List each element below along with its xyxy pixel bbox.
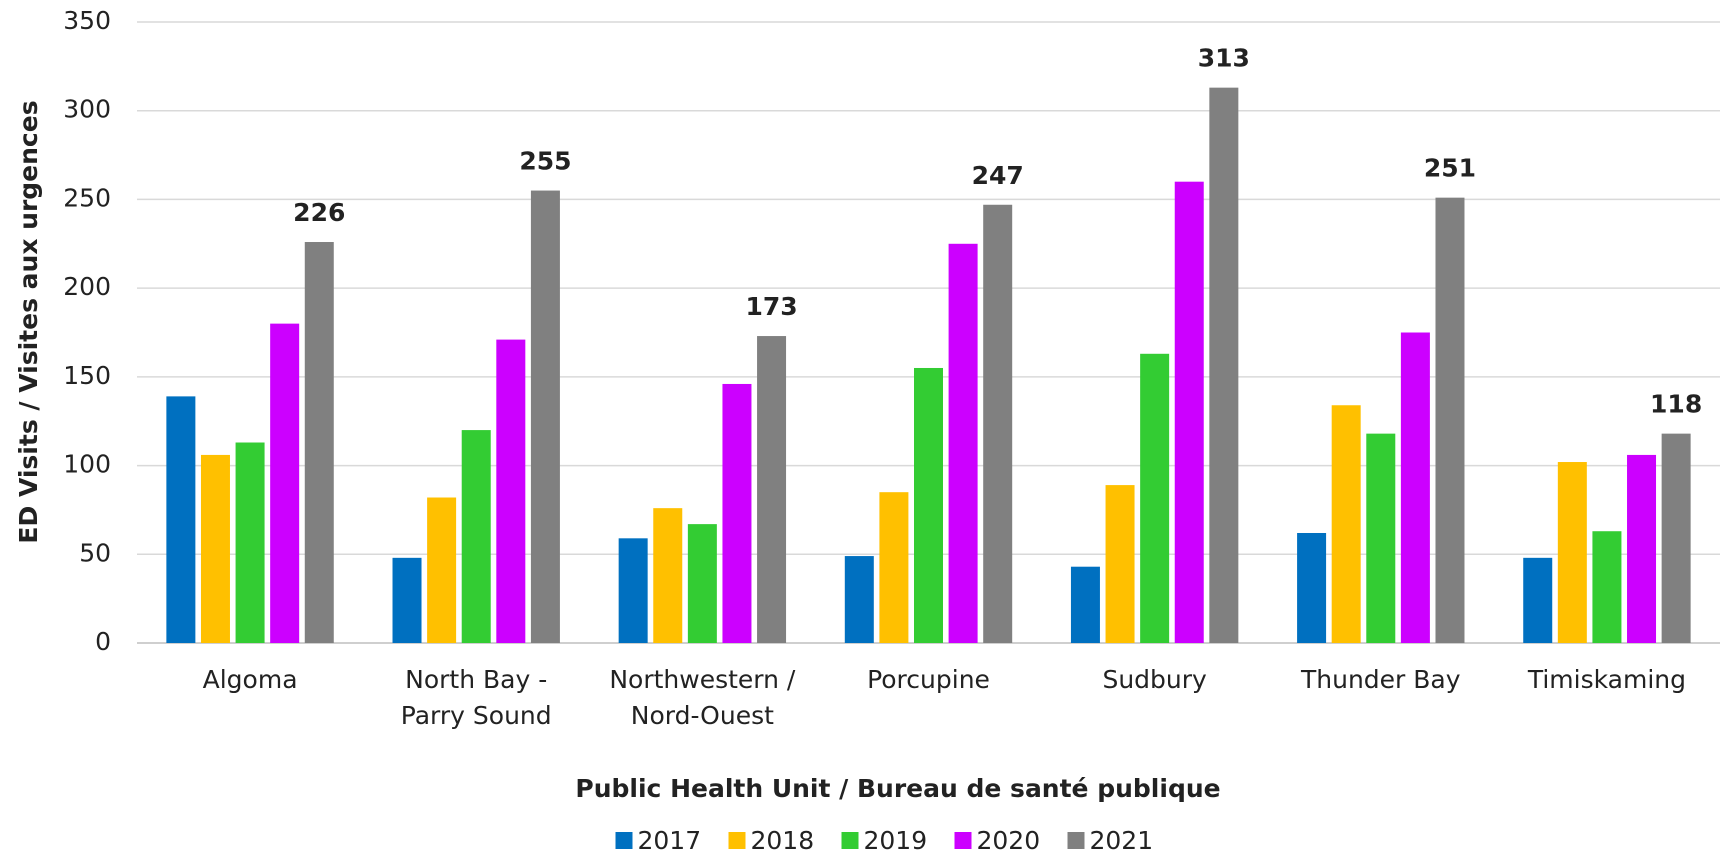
data-label: 173 bbox=[745, 292, 797, 321]
legend-swatch bbox=[954, 832, 972, 849]
x-tick-label: Sudbury bbox=[1102, 665, 1207, 694]
bar bbox=[304, 242, 334, 644]
y-tick-label: 300 bbox=[63, 95, 111, 124]
bar bbox=[1105, 485, 1135, 643]
bar bbox=[983, 204, 1013, 643]
legend-label: 2018 bbox=[751, 826, 815, 854]
bar bbox=[653, 508, 683, 643]
bar bbox=[722, 383, 752, 643]
y-tick-label: 250 bbox=[63, 183, 111, 212]
bar bbox=[427, 497, 457, 643]
x-tick-label: Northwestern / Nord-Ouest bbox=[609, 665, 796, 730]
legend-label: 2019 bbox=[864, 826, 928, 854]
bar bbox=[844, 556, 874, 643]
bar bbox=[1209, 87, 1239, 644]
bar bbox=[757, 336, 787, 643]
bar bbox=[879, 492, 909, 643]
x-axis-title: Public Health Unit / Bureau de santé pub… bbox=[575, 774, 1220, 803]
x-tick-label: Timiskaming bbox=[1527, 665, 1686, 694]
bar bbox=[1140, 353, 1170, 643]
bar bbox=[461, 430, 491, 643]
bar bbox=[618, 538, 648, 643]
y-axis-title: ED Visits / Visites aux urgences bbox=[14, 100, 43, 543]
legend-label: 2017 bbox=[638, 826, 702, 854]
bar bbox=[270, 323, 300, 643]
y-tick-label: 50 bbox=[79, 538, 111, 567]
y-tick-label: 0 bbox=[95, 627, 111, 656]
bar bbox=[1661, 433, 1691, 643]
bar bbox=[1627, 454, 1657, 643]
bar bbox=[1523, 557, 1553, 643]
data-label: 313 bbox=[1198, 44, 1250, 73]
bar bbox=[914, 367, 943, 643]
bar bbox=[1557, 462, 1587, 643]
bar bbox=[1400, 332, 1430, 643]
y-tick-label: 200 bbox=[63, 272, 111, 301]
bar bbox=[1174, 181, 1204, 643]
bar bbox=[1297, 532, 1327, 643]
legend-swatch bbox=[615, 832, 633, 849]
data-label: 226 bbox=[293, 198, 345, 227]
y-tick-label: 150 bbox=[63, 361, 111, 390]
bar bbox=[496, 339, 526, 643]
bar bbox=[948, 243, 978, 644]
bar bbox=[530, 190, 560, 644]
data-label: 247 bbox=[972, 161, 1024, 190]
legend-swatch bbox=[728, 832, 746, 849]
bar bbox=[1070, 566, 1100, 643]
bar bbox=[235, 442, 265, 643]
legend-label: 2021 bbox=[1090, 826, 1154, 854]
bar bbox=[1366, 433, 1396, 643]
data-label: 118 bbox=[1650, 390, 1702, 419]
bar bbox=[687, 524, 717, 643]
bar bbox=[166, 396, 196, 643]
bar bbox=[1331, 405, 1361, 643]
bar bbox=[1592, 531, 1622, 643]
bar bbox=[392, 557, 422, 643]
bar bbox=[1435, 197, 1465, 643]
legend-swatch bbox=[1067, 832, 1085, 849]
y-tick-label: 100 bbox=[63, 450, 111, 479]
x-tick-label: Thunder Bay bbox=[1300, 665, 1461, 694]
bar bbox=[200, 454, 230, 643]
legend-label: 2020 bbox=[977, 826, 1041, 854]
x-tick-label: Porcupine bbox=[867, 665, 990, 694]
x-tick-label: Algoma bbox=[203, 665, 298, 694]
y-tick-label: 350 bbox=[63, 6, 111, 35]
x-tick-label: North Bay -Parry Sound bbox=[401, 665, 552, 730]
data-label: 251 bbox=[1424, 154, 1476, 183]
data-label: 255 bbox=[519, 147, 571, 176]
legend-swatch bbox=[841, 832, 859, 849]
